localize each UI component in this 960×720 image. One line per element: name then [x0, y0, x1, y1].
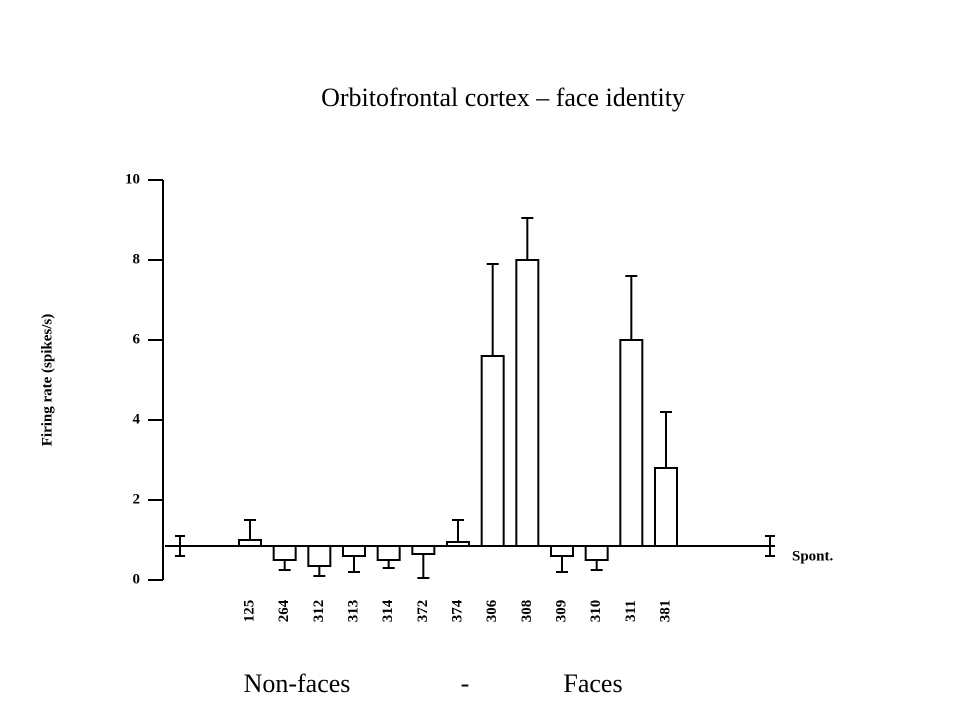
x-tick-label: 372: [415, 600, 431, 623]
error-bar: [486, 263, 499, 356]
x-tick-label: 381: [657, 600, 673, 623]
error-bar: [313, 566, 326, 577]
x-tick-label: 264: [276, 599, 292, 622]
bar: [654, 467, 678, 547]
x-tick-label: 306: [484, 599, 500, 622]
bar: [411, 545, 436, 555]
bar: [272, 545, 297, 561]
error-bar: [382, 560, 395, 569]
y-tick-label: 4: [133, 411, 141, 427]
error-bar: [660, 411, 672, 468]
annotation: Non-faces: [244, 669, 351, 698]
error-bar: [278, 560, 291, 571]
bar: [376, 545, 401, 561]
baseline-error-bar: [765, 535, 775, 557]
annotation: Faces: [563, 669, 622, 698]
y-axis-label: Firing rate (spikes/s): [39, 314, 55, 447]
x-tick-label: 314: [380, 599, 396, 622]
error-bar: [348, 556, 360, 573]
bar: [550, 545, 574, 557]
error-bar: [417, 554, 430, 579]
y-tick-label: 0: [133, 571, 141, 587]
bar: [584, 545, 609, 561]
error-bar: [452, 519, 464, 542]
error-bar: [625, 275, 638, 340]
x-tick-label: 125: [241, 600, 257, 623]
bar: [446, 541, 470, 547]
bar: [238, 539, 262, 547]
error-bar: [521, 217, 534, 260]
x-tick-label: 374: [449, 599, 465, 622]
annotation: -: [461, 669, 470, 698]
y-tick-label: 6: [133, 331, 141, 347]
y-tick-label: 8: [133, 251, 141, 267]
baseline-label: Spont.: [792, 548, 834, 564]
error-bar: [556, 556, 568, 573]
x-tick-label: 308: [519, 600, 535, 623]
y-tick-label: 2: [133, 491, 141, 507]
x-tick-label: 312: [311, 600, 327, 623]
bar: [307, 545, 332, 567]
bar: [480, 355, 505, 547]
bar: [515, 259, 540, 547]
error-bar: [244, 519, 256, 540]
y-tick-label: 10: [125, 171, 140, 187]
bar: [342, 545, 366, 557]
bar: [619, 339, 644, 547]
chart-title: Orbitofrontal cortex – face identity: [321, 83, 685, 112]
baseline-error-bar: [175, 535, 185, 557]
x-tick-label: 310: [588, 600, 604, 623]
error-bar: [590, 560, 603, 571]
x-tick-label: 311: [623, 600, 639, 622]
x-tick-label: 309: [553, 600, 569, 623]
x-tick-label: 313: [345, 600, 361, 623]
